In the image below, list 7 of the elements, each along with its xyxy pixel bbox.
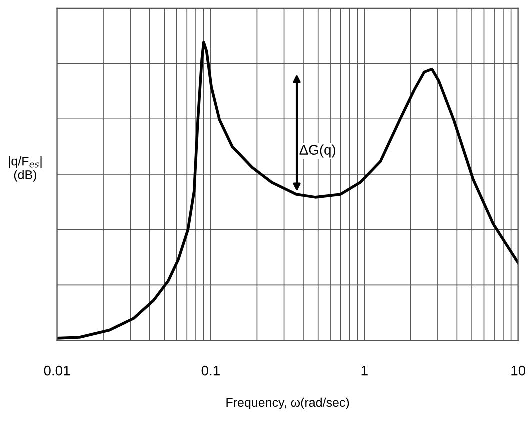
- annotation: ΔG(q): [300, 144, 336, 158]
- y-axis-title: |q/F$_{es}$| (dB): [9, 156, 42, 182]
- x-axis-title: Frequency, ω(rad/sec): [226, 398, 350, 410]
- x-tick-label: 1: [362, 366, 368, 376]
- x-tick-label: 0.1: [202, 366, 220, 376]
- x-tick-label: 10: [512, 366, 526, 376]
- x-tick-label: 0.01: [44, 366, 70, 376]
